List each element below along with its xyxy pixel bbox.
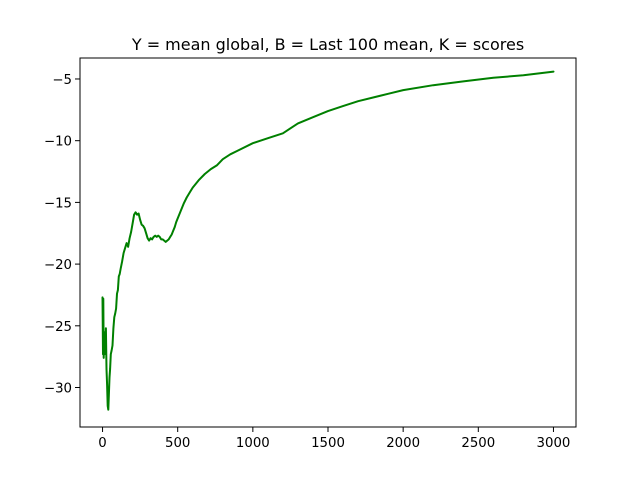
y-tick-label: −25 bbox=[44, 320, 72, 335]
plot-area bbox=[101, 70, 555, 411]
x-tick-label: 2500 bbox=[461, 436, 495, 451]
x-tick-label: 0 bbox=[98, 436, 106, 451]
y-tick-label: −15 bbox=[44, 196, 72, 211]
y-tick-label: −10 bbox=[44, 135, 72, 150]
y-tick-label: −5 bbox=[52, 73, 72, 88]
series-line bbox=[101, 70, 555, 411]
chart-title: Y = mean global, B = Last 100 mean, K = … bbox=[131, 35, 524, 54]
x-tick-label: 500 bbox=[165, 436, 190, 451]
x-axis: 0 500 1000 1500 2000 2500 3000 bbox=[98, 427, 570, 451]
x-tick-label: 1000 bbox=[236, 436, 270, 451]
y-tick-label: −20 bbox=[44, 258, 72, 273]
y-tick-label: −30 bbox=[44, 382, 72, 397]
x-tick-label: 2000 bbox=[386, 436, 420, 451]
x-tick-label: 3000 bbox=[537, 436, 571, 451]
y-axis: −30 −25 −20 −15 −10 −5 bbox=[44, 73, 80, 397]
x-tick-label: 1500 bbox=[311, 436, 345, 451]
